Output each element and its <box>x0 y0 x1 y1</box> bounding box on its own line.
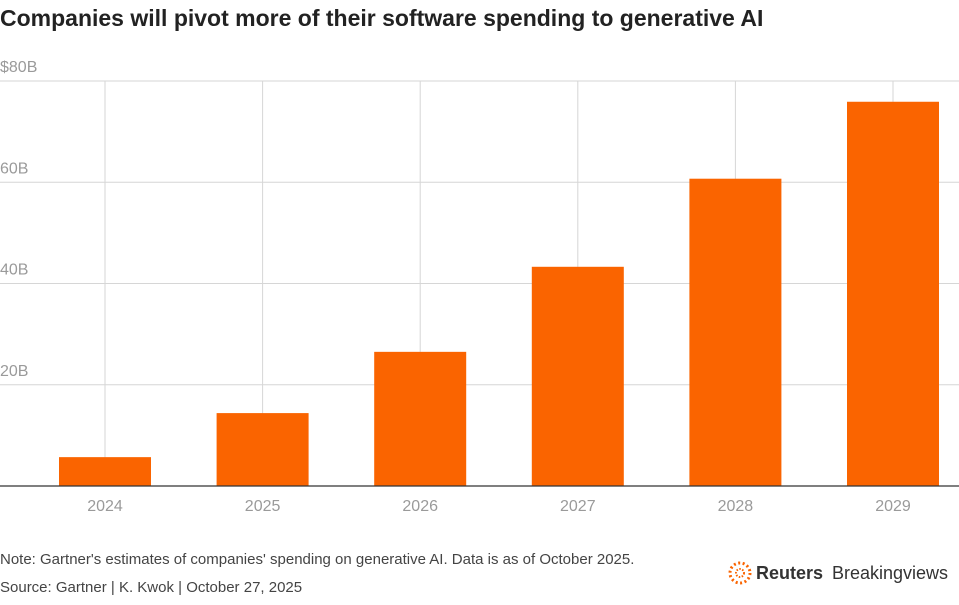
bar <box>59 457 151 486</box>
logo-brand: Reuters <box>756 563 823 583</box>
logo-product: Breakingviews <box>832 563 948 583</box>
x-tick-label: 2027 <box>560 498 596 515</box>
bar <box>689 178 782 487</box>
y-tick-label: 20B <box>0 363 28 380</box>
x-tick-label: 2025 <box>245 498 281 515</box>
chart-title: Companies will pivot more of their softw… <box>0 5 763 31</box>
x-tick-label: 2026 <box>402 498 438 515</box>
y-tick-label: $80B <box>0 59 37 76</box>
bar <box>216 413 309 486</box>
logo: Reuters Breakingviews <box>728 561 948 585</box>
x-tick-label: 2024 <box>87 498 123 515</box>
x-tick-label: 2029 <box>875 498 911 515</box>
y-tick-label: 40B <box>0 262 28 279</box>
note: Note: Gartner's estimates of companies' … <box>0 551 634 568</box>
bar <box>374 351 467 486</box>
logo-icon-inner <box>735 568 745 578</box>
bar <box>531 266 624 486</box>
source: Source: Gartner | K. Kwok | October 27, … <box>0 579 302 596</box>
logo-icon <box>728 561 752 585</box>
y-tick-label: 60B <box>0 160 28 177</box>
bar <box>847 101 939 486</box>
x-tick-label: 2028 <box>718 498 754 515</box>
